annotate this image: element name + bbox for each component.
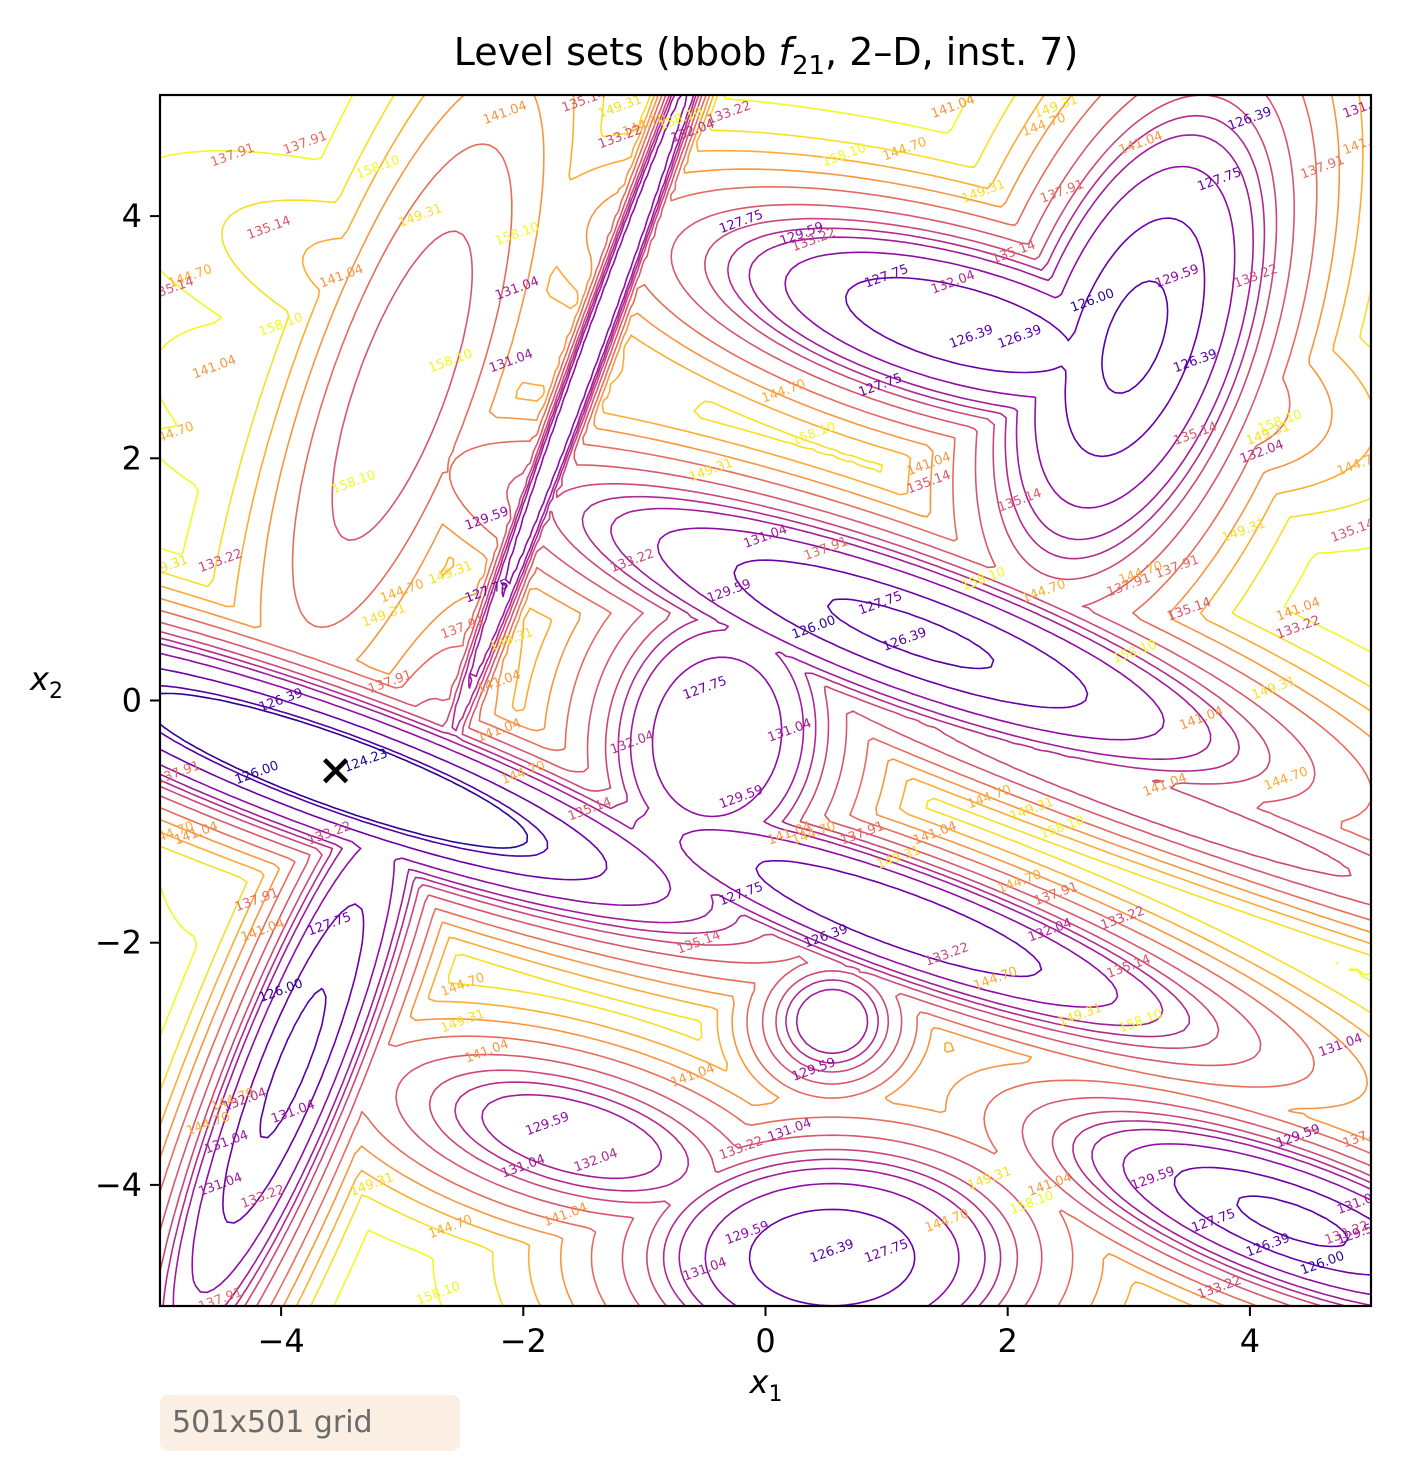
y-tick-label: 0 bbox=[122, 682, 142, 720]
contour-level-126.00 bbox=[160, 692, 529, 849]
x-tick-label: 2 bbox=[998, 1322, 1018, 1360]
contour-lines bbox=[160, 95, 1371, 1306]
x-tick-label: −2 bbox=[500, 1322, 547, 1360]
x-tick-label: −4 bbox=[258, 1322, 305, 1360]
minimum-marker bbox=[323, 758, 349, 784]
contour-level-129.59 bbox=[160, 95, 1371, 1306]
contour-level-132.04 bbox=[160, 95, 1371, 1306]
contour-level-131.04 bbox=[160, 95, 1371, 1306]
contour-level-135.14 bbox=[160, 95, 1371, 1306]
y-axis-label-sub: 2 bbox=[49, 679, 63, 704]
y-tick-label: −4 bbox=[95, 1166, 142, 1204]
y-tick-label: −2 bbox=[95, 924, 142, 962]
title-prefix: Level sets (bbob bbox=[454, 30, 779, 74]
contour-level-126.39 bbox=[160, 280, 1349, 1248]
contour-level-133.22 bbox=[160, 95, 1371, 1306]
grid-size-badge: 501x501 grid bbox=[160, 1395, 460, 1451]
x-axis-ticks: −4 −2 0 2 4 bbox=[258, 1306, 1260, 1360]
contour-level-137.91 bbox=[160, 95, 1371, 1306]
contour-level-149.31 bbox=[160, 95, 1371, 1306]
y-axis-label-var: x bbox=[29, 660, 50, 698]
chart-title: Level sets (bbob f21, 2–D, inst. 7) bbox=[454, 30, 1079, 81]
marker-stroke bbox=[323, 758, 349, 784]
x-tick-label: 0 bbox=[755, 1322, 775, 1360]
y-axis-label: x2 bbox=[29, 660, 63, 704]
title-suffix: , 2–D, inst. 7) bbox=[825, 30, 1078, 74]
y-tick-label: 2 bbox=[122, 439, 142, 477]
y-axis-ticks: −4 −2 0 2 4 bbox=[95, 197, 160, 1204]
contour-level-158.10 bbox=[160, 95, 1371, 1306]
x-axis-label-var: x bbox=[749, 1363, 770, 1401]
title-function-subscript: 21 bbox=[792, 51, 825, 81]
y-tick-label: 4 bbox=[122, 197, 142, 235]
contour-level-141.04 bbox=[160, 95, 1371, 1306]
contour-level-144.70 bbox=[160, 95, 1371, 1306]
x-tick-label: 4 bbox=[1240, 1322, 1260, 1360]
x-axis-label: x1 bbox=[749, 1363, 783, 1407]
x-axis-label-sub: 1 bbox=[768, 1382, 782, 1407]
contour-level-127.75 bbox=[160, 217, 1371, 1306]
